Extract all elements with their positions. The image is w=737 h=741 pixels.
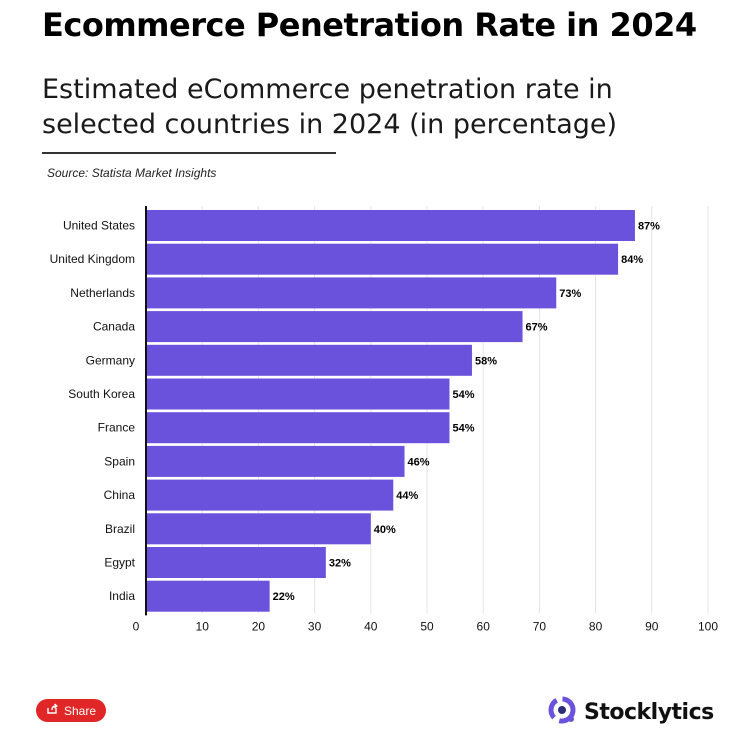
share-label: Share	[63, 703, 97, 718]
x-tick-label-0: 0	[133, 619, 140, 633]
x-tick-label-60: 60	[477, 619, 491, 633]
category-label-9: Brazil	[105, 522, 135, 536]
value-label-0: 87%	[638, 221, 660, 233]
x-tick-label-50: 50	[420, 619, 434, 633]
category-label-1: United Kingdom	[50, 252, 135, 266]
bar-0	[146, 210, 635, 241]
x-tick-label-90: 90	[645, 619, 659, 633]
bar-2	[146, 277, 557, 309]
value-label-6: 54%	[452, 423, 474, 435]
x-tick-label-100: 100	[698, 619, 718, 633]
category-label-6: France	[98, 421, 136, 435]
category-label-11: India	[109, 589, 135, 603]
share-icon	[46, 703, 58, 718]
bar-5	[146, 378, 450, 410]
bar-6	[146, 412, 450, 444]
value-label-9: 40%	[374, 524, 396, 536]
value-label-7: 46%	[408, 456, 430, 468]
value-label-11: 22%	[273, 591, 295, 603]
bar-10	[146, 547, 326, 578]
title-divider	[42, 152, 336, 154]
category-label-4: Germany	[86, 353, 135, 367]
bar-9	[146, 513, 371, 545]
x-tick-label-30: 30	[308, 619, 322, 633]
brand-name: Stocklytics	[584, 700, 714, 725]
value-label-3: 67%	[526, 322, 548, 334]
x-tick-label-40: 40	[364, 619, 378, 633]
category-label-0: United States	[63, 219, 135, 233]
bar-8	[146, 479, 394, 511]
bar-3	[146, 311, 523, 343]
brand-logo: Stocklytics	[546, 694, 714, 731]
stocklytics-logo-icon	[546, 694, 578, 731]
category-label-8: China	[104, 488, 136, 502]
x-tick-label-20: 20	[252, 619, 266, 633]
category-label-3: Canada	[93, 320, 135, 334]
value-label-10: 32%	[329, 558, 351, 570]
value-label-1: 84%	[621, 254, 643, 266]
category-label-10: Egypt	[104, 556, 135, 570]
category-label-2: Netherlands	[70, 286, 135, 300]
value-label-4: 58%	[475, 355, 497, 367]
bar-1	[146, 243, 619, 275]
chart-subtitle: Estimated eCommerce penetration rate in …	[42, 74, 618, 140]
source-note: Source: Statista Market Insights	[47, 166, 217, 180]
value-label-8: 44%	[396, 490, 418, 502]
x-tick-label-70: 70	[533, 619, 547, 633]
category-label-7: Spain	[104, 454, 135, 468]
bar-11	[146, 580, 270, 612]
value-label-5: 54%	[452, 389, 474, 401]
category-label-5: South Korea	[68, 387, 135, 401]
bar-4	[146, 344, 472, 376]
chart-title: Ecommerce Penetration Rate in 2024	[42, 6, 697, 44]
bar-7	[146, 445, 405, 477]
x-tick-label-10: 10	[196, 619, 210, 633]
share-button[interactable]: Share	[36, 699, 106, 722]
bar-chart: United States 87% United Kingdom 84% Netherl…	[50, 206, 718, 633]
value-label-2: 73%	[559, 288, 581, 300]
x-tick-label-80: 80	[589, 619, 603, 633]
